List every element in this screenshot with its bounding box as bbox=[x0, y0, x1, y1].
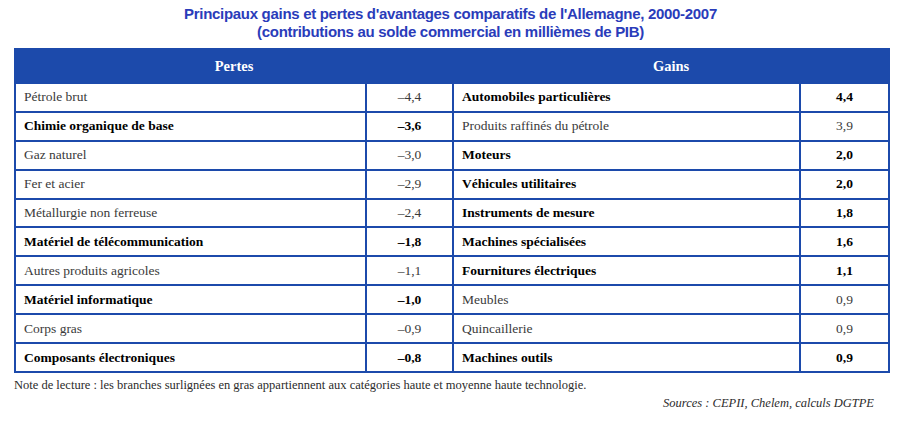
gain-label-cell: Machines spécialisées bbox=[453, 227, 800, 256]
perte-value-cell: –1,1 bbox=[366, 256, 453, 285]
gain-label-cell: Quincaillerie bbox=[453, 314, 800, 343]
gain-label-cell: Machines outils bbox=[453, 343, 800, 372]
gain-value-cell: 1,6 bbox=[800, 227, 889, 256]
gain-value-cell: 1,1 bbox=[800, 256, 889, 285]
gain-label-cell: Véhicules utilitaires bbox=[453, 170, 800, 199]
perte-label-cell: Composants électroniques bbox=[15, 343, 366, 372]
gain-label-cell: Automobiles particulières bbox=[453, 83, 800, 112]
perte-value-cell: –4,4 bbox=[366, 83, 453, 112]
perte-label-cell: Matériel informatique bbox=[15, 285, 366, 314]
table-header-row: Pertes Gains bbox=[15, 49, 889, 83]
figure-comparative-advantages: Principaux gains et pertes d'avantages c… bbox=[0, 0, 901, 428]
gain-label-cell: Fournitures électriques bbox=[453, 256, 800, 285]
table-row: Matériel de télécommunication–1,8Machine… bbox=[15, 227, 889, 256]
perte-label-cell: Pétrole brut bbox=[15, 83, 366, 112]
gains-column-header: Gains bbox=[453, 49, 889, 83]
figure-header: Principaux gains et pertes d'avantages c… bbox=[0, 0, 901, 41]
gain-value-cell: 1,8 bbox=[800, 199, 889, 228]
gain-value-cell: 0,9 bbox=[800, 314, 889, 343]
gain-value-cell: 4,4 bbox=[800, 83, 889, 112]
perte-value-cell: –3,6 bbox=[366, 112, 453, 141]
gain-label-cell: Instruments de mesure bbox=[453, 199, 800, 228]
table-row: Pétrole brut–4,4Automobiles particulière… bbox=[15, 83, 889, 112]
perte-label-cell: Métallurgie non ferreuse bbox=[15, 199, 366, 228]
table-body: Pétrole brut–4,4Automobiles particulière… bbox=[15, 83, 889, 372]
table-row: Autres produits agricoles–1,1Fournitures… bbox=[15, 256, 889, 285]
perte-label-cell: Gaz naturel bbox=[15, 141, 366, 170]
perte-value-cell: –3,0 bbox=[366, 141, 453, 170]
perte-label-cell: Chimie organique de base bbox=[15, 112, 366, 141]
figure-subtitle: (contributions au solde commercial en mi… bbox=[0, 23, 901, 41]
reading-note: Note de lecture : les branches surlignée… bbox=[14, 378, 586, 393]
comparative-advantages-table: Pertes Gains Pétrole brut–4,4Automobiles… bbox=[14, 48, 890, 373]
gain-value-cell: 3,9 bbox=[800, 112, 889, 141]
perte-label-cell: Autres produits agricoles bbox=[15, 256, 366, 285]
table-row: Fer et acier–2,9Véhicules utilitaires2,0 bbox=[15, 170, 889, 199]
pertes-column-header: Pertes bbox=[15, 49, 453, 83]
gain-label-cell: Meubles bbox=[453, 285, 800, 314]
gain-value-cell: 0,9 bbox=[800, 343, 889, 372]
figure-title: Principaux gains et pertes d'avantages c… bbox=[0, 5, 901, 23]
sources-credit: Sources : CEPII, Chelem, calculs DGTPE bbox=[663, 396, 874, 411]
table-row: Corps gras–0,9Quincaillerie0,9 bbox=[15, 314, 889, 343]
table-row: Chimie organique de base–3,6Produits raf… bbox=[15, 112, 889, 141]
gain-value-cell: 2,0 bbox=[800, 141, 889, 170]
table-row: Matériel informatique–1,0Meubles0,9 bbox=[15, 285, 889, 314]
table-row: Métallurgie non ferreuse–2,4Instruments … bbox=[15, 199, 889, 228]
table-row: Composants électroniques–0,8Machines out… bbox=[15, 343, 889, 372]
perte-value-cell: –0,9 bbox=[366, 314, 453, 343]
perte-label-cell: Corps gras bbox=[15, 314, 366, 343]
gain-label-cell: Produits raffinés du pétrole bbox=[453, 112, 800, 141]
perte-value-cell: –1,8 bbox=[366, 227, 453, 256]
gain-label-cell: Moteurs bbox=[453, 141, 800, 170]
table-row: Gaz naturel–3,0Moteurs2,0 bbox=[15, 141, 889, 170]
perte-value-cell: –2,4 bbox=[366, 199, 453, 228]
perte-value-cell: –2,9 bbox=[366, 170, 453, 199]
perte-value-cell: –1,0 bbox=[366, 285, 453, 314]
gain-value-cell: 0,9 bbox=[800, 285, 889, 314]
perte-value-cell: –0,8 bbox=[366, 343, 453, 372]
perte-label-cell: Matériel de télécommunication bbox=[15, 227, 366, 256]
perte-label-cell: Fer et acier bbox=[15, 170, 366, 199]
gain-value-cell: 2,0 bbox=[800, 170, 889, 199]
